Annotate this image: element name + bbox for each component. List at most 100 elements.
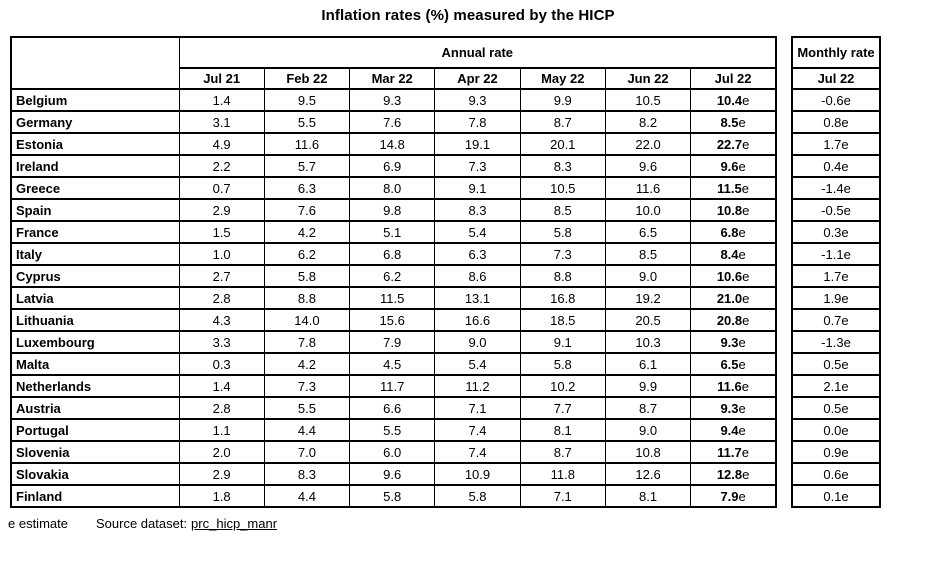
annual-value-cell: 8.7 bbox=[519, 440, 606, 464]
annual-value-cell: 8.3 bbox=[263, 462, 351, 486]
estimate-flag: e bbox=[742, 202, 750, 218]
estimate-value: 7.9 bbox=[720, 488, 739, 504]
annual-value-cell: 5.8 bbox=[349, 484, 436, 508]
country-cell: Italy bbox=[10, 242, 180, 266]
annual-value-cell: 11.6 bbox=[604, 176, 692, 200]
annual-value-cell: 5.5 bbox=[263, 396, 351, 420]
estimate-value: 11.5 bbox=[717, 180, 742, 196]
country-cell: Cyprus bbox=[10, 264, 180, 288]
annual-value-cell: 7.6 bbox=[263, 198, 351, 222]
annual-value-cell: 5.1 bbox=[349, 220, 436, 244]
estimate-value: 6.8 bbox=[720, 224, 739, 240]
estimate-value: 8.4 bbox=[720, 246, 739, 262]
estimate-flag: e bbox=[738, 488, 746, 504]
monthly-row: 1.7e bbox=[791, 264, 881, 288]
annual-value-cell: 6.8 bbox=[349, 242, 436, 266]
estimate-flag: e bbox=[738, 334, 746, 350]
country-cell: Germany bbox=[10, 110, 180, 134]
estimate-flag: e bbox=[741, 180, 749, 196]
annual-value-cell: 15.6 bbox=[349, 308, 436, 332]
estimate-flag: e bbox=[738, 356, 746, 372]
country-cell: Belgium bbox=[10, 88, 180, 112]
annual-value-cell: 2.7 bbox=[178, 264, 265, 288]
estimate-value: 6.5 bbox=[720, 356, 739, 372]
country-cell: Slovenia bbox=[10, 440, 180, 464]
annual-latest-value-cell: 10.8e bbox=[690, 198, 777, 222]
source-label: Source dataset: bbox=[95, 516, 188, 531]
annual-value-cell: 6.6 bbox=[349, 396, 436, 420]
annual-value-cell: 8.7 bbox=[519, 110, 606, 134]
estimate-flag: e bbox=[742, 312, 750, 328]
country-cell: Latvia bbox=[10, 286, 180, 310]
monthly-rate-group-header: Monthly rate bbox=[791, 36, 881, 69]
monthly-value-cell: 0.6e bbox=[791, 462, 881, 486]
annual-value-cell: 2.9 bbox=[178, 462, 265, 486]
annual-value-cell: 7.3 bbox=[519, 242, 606, 266]
annual-value-cell: 16.8 bbox=[519, 286, 606, 310]
month-header-row: Jul 21 Feb 22 Mar 22 Apr 22 May 22 Jun 22 Jul … bbox=[11, 67, 777, 90]
country-cell: Lithuania bbox=[10, 308, 180, 332]
annual-column-header: Jul 22 bbox=[690, 67, 777, 90]
source-dataset-link[interactable]: prc_hicp_manr bbox=[191, 516, 278, 531]
annual-value-cell: 1.5 bbox=[178, 220, 265, 244]
annual-value-cell: 4.5 bbox=[349, 352, 436, 376]
monthly-value-cell: 0.8e bbox=[791, 110, 881, 134]
monthly-row: 0.7e bbox=[791, 308, 881, 332]
monthly-value-cell: 2.1e bbox=[791, 374, 881, 398]
annual-latest-value-cell: 20.8e bbox=[690, 308, 777, 332]
annual-value-cell: 6.3 bbox=[434, 242, 521, 266]
monthly-row: 0.6e bbox=[791, 462, 881, 486]
monthly-value-cell: -1.4e bbox=[791, 176, 881, 200]
annual-latest-value-cell: 10.4e bbox=[690, 88, 777, 112]
table-row: Lithuania 4.3 14.0 15.6 16.6 18.5 20.5 20.8e bbox=[10, 308, 777, 332]
table-row: Cyprus 2.7 5.8 6.2 8.6 8.8 9.0 10.6e bbox=[10, 264, 777, 288]
estimate-flag: e bbox=[738, 422, 746, 438]
estimate-value: 11.6 bbox=[717, 378, 742, 394]
annual-value-cell: 9.9 bbox=[604, 374, 692, 398]
annual-value-cell: 9.3 bbox=[434, 88, 521, 112]
annual-value-cell: 8.1 bbox=[519, 418, 606, 442]
monthly-value-cell: 1.9e bbox=[791, 286, 881, 310]
annual-column-header: Mar 22 bbox=[349, 67, 436, 90]
annual-value-cell: 9.9 bbox=[519, 88, 606, 112]
estimate-flag: e bbox=[742, 290, 750, 306]
annual-value-cell: 9.6 bbox=[604, 154, 692, 178]
monthly-row: 0.5e bbox=[791, 352, 881, 376]
annual-value-cell: 20.1 bbox=[519, 132, 606, 156]
annual-value-cell: 10.2 bbox=[519, 374, 606, 398]
annual-value-cell: 8.2 bbox=[604, 110, 692, 134]
annual-value-cell: 9.5 bbox=[263, 88, 351, 112]
table-row: Italy 1.0 6.2 6.8 6.3 7.3 8.5 8.4e bbox=[10, 242, 777, 266]
annual-latest-value-cell: 21.0e bbox=[690, 286, 777, 310]
annual-value-cell: 2.8 bbox=[178, 396, 265, 420]
annual-value-cell: 8.3 bbox=[434, 198, 521, 222]
annual-value-cell: 5.8 bbox=[434, 484, 521, 508]
estimate-flag: e bbox=[738, 400, 746, 416]
annual-value-cell: 5.5 bbox=[263, 110, 351, 134]
annual-latest-value-cell: 11.6e bbox=[690, 374, 777, 398]
estimate-value: 21.0 bbox=[716, 290, 743, 306]
annual-value-cell: 7.6 bbox=[349, 110, 436, 134]
group-header-row: Annual rate bbox=[10, 36, 777, 90]
annual-value-cell: 6.2 bbox=[349, 264, 436, 288]
country-cell: Netherlands bbox=[10, 374, 180, 398]
annual-value-cell: 1.4 bbox=[178, 374, 265, 398]
annual-latest-value-cell: 9.6e bbox=[690, 154, 777, 178]
annual-latest-value-cell: 9.3e bbox=[690, 396, 777, 420]
annual-value-cell: 6.3 bbox=[263, 176, 351, 200]
monthly-value-cell: -1.3e bbox=[791, 330, 881, 354]
annual-value-cell: 10.8 bbox=[604, 440, 692, 464]
annual-value-cell: 10.5 bbox=[604, 88, 692, 112]
annual-value-cell: 8.8 bbox=[519, 264, 606, 288]
annual-value-cell: 5.7 bbox=[263, 154, 351, 178]
annual-value-cell: 10.5 bbox=[519, 176, 606, 200]
monthly-value-cell: 0.5e bbox=[791, 352, 881, 376]
table-row: Finland 1.8 4.4 5.8 5.8 7.1 8.1 7.9e bbox=[10, 484, 777, 508]
estimate-flag: e bbox=[738, 224, 746, 240]
annual-value-cell: 7.1 bbox=[434, 396, 521, 420]
annual-latest-value-cell: 6.5e bbox=[690, 352, 777, 376]
country-cell: Estonia bbox=[10, 132, 180, 156]
annual-value-cell: 19.1 bbox=[434, 132, 521, 156]
annual-value-cell: 8.5 bbox=[519, 198, 606, 222]
